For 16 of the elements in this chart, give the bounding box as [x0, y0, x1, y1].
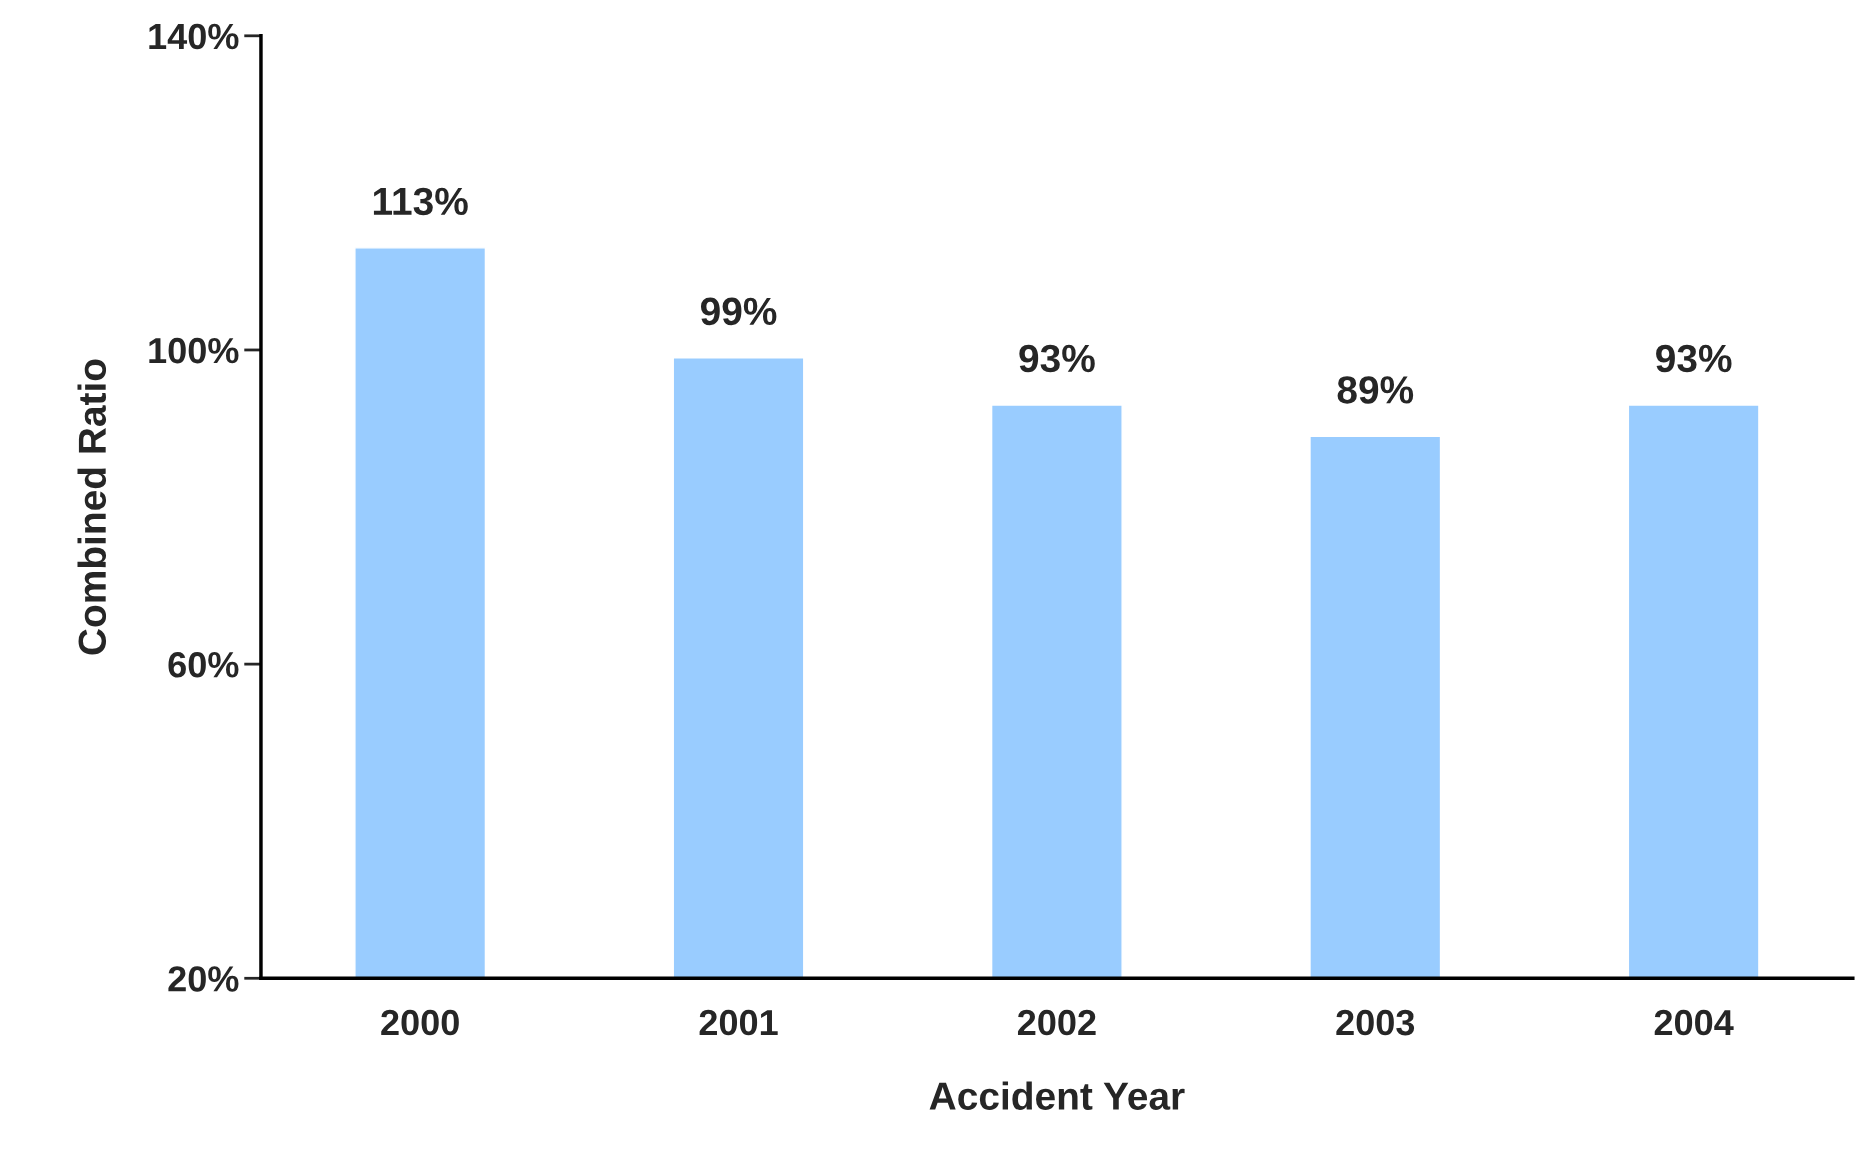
data-label: 99% — [700, 297, 777, 326]
y-axis-title: Combined Ratio — [77, 359, 107, 655]
data-label: 93% — [1656, 344, 1732, 373]
data-label: 89% — [1337, 376, 1414, 404]
y-tick-label: 140% — [149, 23, 239, 50]
y-tick-label: 100% — [149, 337, 239, 364]
y-tick-label: 20% — [168, 966, 239, 992]
data-label: 93% — [1019, 344, 1095, 373]
x-tick-label: 2001 — [699, 1009, 778, 1036]
x-tick-label: 2002 — [1017, 1009, 1096, 1036]
x-axis-title: Accident Year — [929, 1081, 1185, 1110]
x-tick-label: 2003 — [1336, 1009, 1415, 1036]
data-label: 113% — [373, 187, 468, 216]
x-tick-label: 2004 — [1654, 1009, 1734, 1036]
y-tick-label: 60% — [168, 651, 239, 678]
x-tick-label: 2000 — [381, 1009, 459, 1036]
